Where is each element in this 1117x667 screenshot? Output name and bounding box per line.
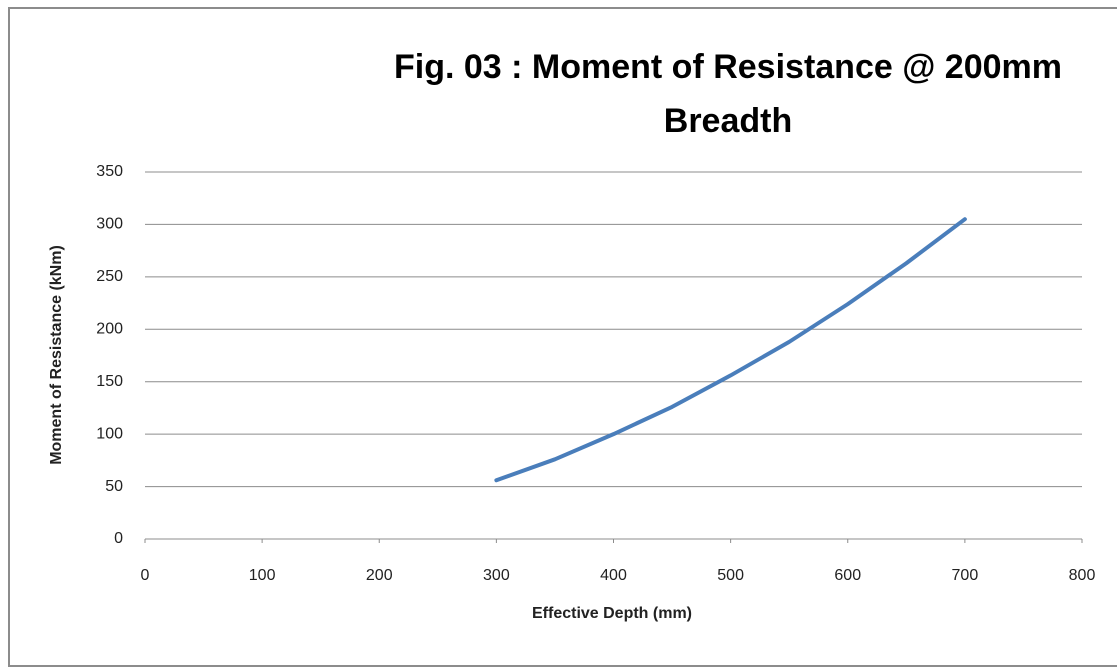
- x-tick-label: 0: [141, 567, 150, 584]
- y-tick-label: 300: [96, 216, 123, 233]
- x-tick-label: 500: [717, 567, 744, 584]
- chart: Effective Depth (mm) Moment of Resistanc…: [48, 163, 1096, 622]
- x-tick-label: 100: [249, 567, 276, 584]
- y-axis-label: Moment of Resistance (kNm): [48, 245, 65, 465]
- page: Fig. 03 : Moment of Resistance @ 200mm B…: [8, 7, 1117, 667]
- y-tick-label: 50: [105, 478, 123, 495]
- x-tick-label: 300: [483, 567, 510, 584]
- chart-title: Fig. 03 : Moment of Resistance @ 200mm B…: [394, 48, 1062, 140]
- y-tick-label: 150: [96, 373, 123, 390]
- y-tick-label: 0: [114, 530, 123, 547]
- y-tick-label: 250: [96, 268, 123, 285]
- x-tick-label: 800: [1069, 567, 1096, 584]
- x-axis-label: Effective Depth (mm): [532, 605, 692, 622]
- y-tick-label: 350: [96, 163, 123, 180]
- x-tick-label: 200: [366, 567, 393, 584]
- data-line: [494, 217, 967, 483]
- x-tick-label: 400: [600, 567, 627, 584]
- x-tick-label: 700: [952, 567, 979, 584]
- y-tick-label: 100: [96, 425, 123, 442]
- y-tick-label: 200: [96, 321, 123, 338]
- x-tick-label: 600: [834, 567, 861, 584]
